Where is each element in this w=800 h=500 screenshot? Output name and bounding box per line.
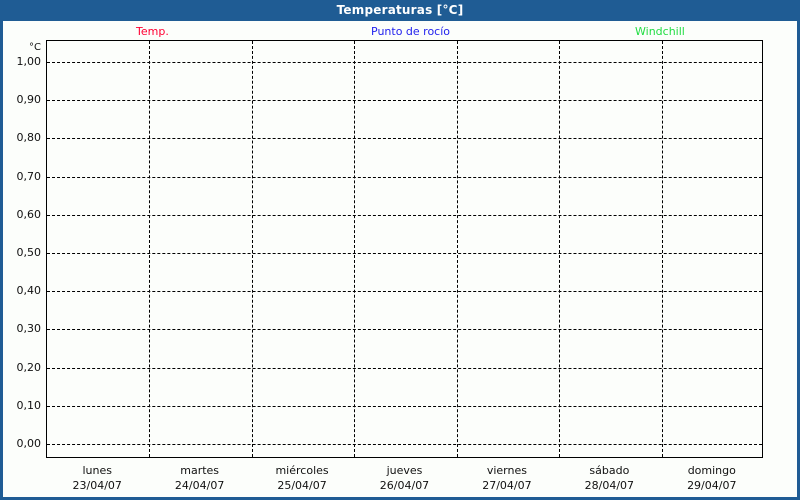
legend-dew-point: Punto de rocío	[371, 25, 451, 38]
gridline-vertical	[456, 41, 458, 457]
x-axis-tick-label: viernes 27/04/07	[456, 463, 558, 493]
x-axis-tick-label: lunes 23/04/07	[46, 463, 148, 493]
x-axis-tick-label: miércoles 25/04/07	[251, 463, 353, 493]
y-axis-unit-label: °C	[29, 42, 41, 53]
y-axis-tick-label: 0,70	[16, 169, 42, 183]
x-axis-day-name: miércoles	[275, 464, 329, 477]
gridline-vertical	[149, 41, 151, 457]
x-axis-day-date: 24/04/07	[174, 479, 225, 492]
gridline-horizontal	[47, 329, 762, 331]
x-axis-tick-label: domingo 29/04/07	[661, 463, 763, 493]
x-axis-tick-label: martes 24/04/07	[148, 463, 250, 493]
y-axis-tick-label: 1,00	[16, 55, 42, 68]
y-axis-tick-label: 0,30	[16, 322, 42, 336]
gridline-horizontal	[47, 100, 762, 102]
y-axis-tick-label: 0,10	[16, 398, 42, 412]
x-axis-tick-label: jueves 26/04/07	[353, 463, 455, 493]
x-axis-day-name: sábado	[589, 464, 630, 477]
gridline-vertical	[251, 41, 253, 457]
gridline-vertical	[354, 41, 356, 457]
x-axis-day-name: jueves	[386, 464, 423, 477]
x-axis-tick-label: sábado 28/04/07	[558, 463, 660, 493]
x-axis-day-date: 27/04/07	[482, 479, 532, 492]
gridline-horizontal	[47, 405, 762, 407]
y-axis-labels: 1,00 0,90 0,80 0,70 0,60 0,50 0,40 0,30 0,20 0,10…	[3, 0, 43, 497]
gridline-vertical	[559, 41, 561, 457]
window-title-bar: Temperaturas [°C]	[3, 0, 797, 21]
x-axis-day-name: martes	[180, 464, 220, 477]
x-axis-day-date: 25/04/07	[277, 479, 327, 492]
y-axis-tick-label: 0,40	[16, 284, 42, 298]
gridline-horizontal	[47, 291, 762, 293]
y-axis-tick-label: 0,80	[16, 131, 42, 145]
x-axis-day-date: 26/04/07	[379, 479, 430, 492]
x-axis-day-name: viernes	[486, 464, 527, 477]
y-axis-tick-label: 0,60	[16, 207, 42, 221]
gridline-horizontal	[47, 138, 762, 140]
x-axis-day-name: domingo	[687, 464, 736, 477]
y-axis-tick-label: 0,20	[16, 360, 42, 374]
y-axis-tick-label: 0,90	[16, 93, 42, 107]
x-axis-day-date: 28/04/07	[584, 479, 635, 492]
gridline-horizontal	[47, 214, 762, 216]
gridline-horizontal	[47, 367, 762, 369]
x-axis-labels: lunes 23/04/07 martes 24/04/07 miércoles 25/0…	[46, 463, 763, 497]
x-axis-day-date: 29/04/07	[687, 479, 737, 492]
gridline-horizontal	[47, 253, 762, 254]
x-axis-day-name: lunes	[82, 464, 112, 477]
gridline-horizontal	[47, 176, 762, 178]
gridline-vertical	[661, 41, 663, 457]
legend-windchill: Windchill	[635, 25, 685, 38]
plot-area	[46, 40, 763, 458]
y-axis-tick-label: 0,50	[16, 246, 42, 259]
legend-temp: Temp.	[136, 25, 169, 38]
gridline-horizontal	[47, 444, 762, 445]
gridline-horizontal	[47, 62, 762, 63]
x-axis-day-date: 23/04/07	[72, 479, 122, 492]
y-axis-tick-label: 0,00	[16, 437, 42, 450]
